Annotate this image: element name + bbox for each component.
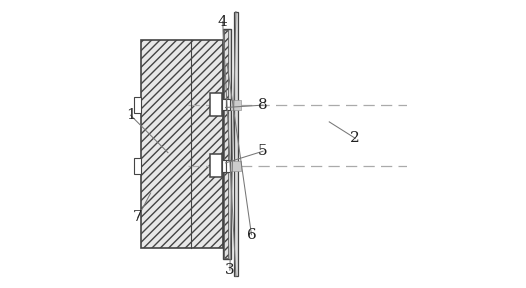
Bar [210,154,222,177]
Text: 5: 5 [258,144,268,158]
Text: 8: 8 [258,98,268,112]
Bar [210,93,222,116]
Bar [234,12,238,276]
Bar [134,97,140,113]
Text: 7: 7 [133,211,143,224]
Bar [226,160,230,172]
Text: 4: 4 [218,15,228,29]
Text: 1: 1 [126,108,135,122]
Bar [224,30,228,258]
Bar [222,29,231,259]
Bar [221,100,240,110]
Bar [134,158,140,174]
Bar [221,161,240,171]
Text: 6: 6 [247,228,256,242]
Text: 3: 3 [225,263,235,277]
Text: 2: 2 [350,131,360,145]
Bar [226,99,230,110]
Bar [222,99,226,110]
Bar [140,40,222,248]
Bar [222,160,226,172]
